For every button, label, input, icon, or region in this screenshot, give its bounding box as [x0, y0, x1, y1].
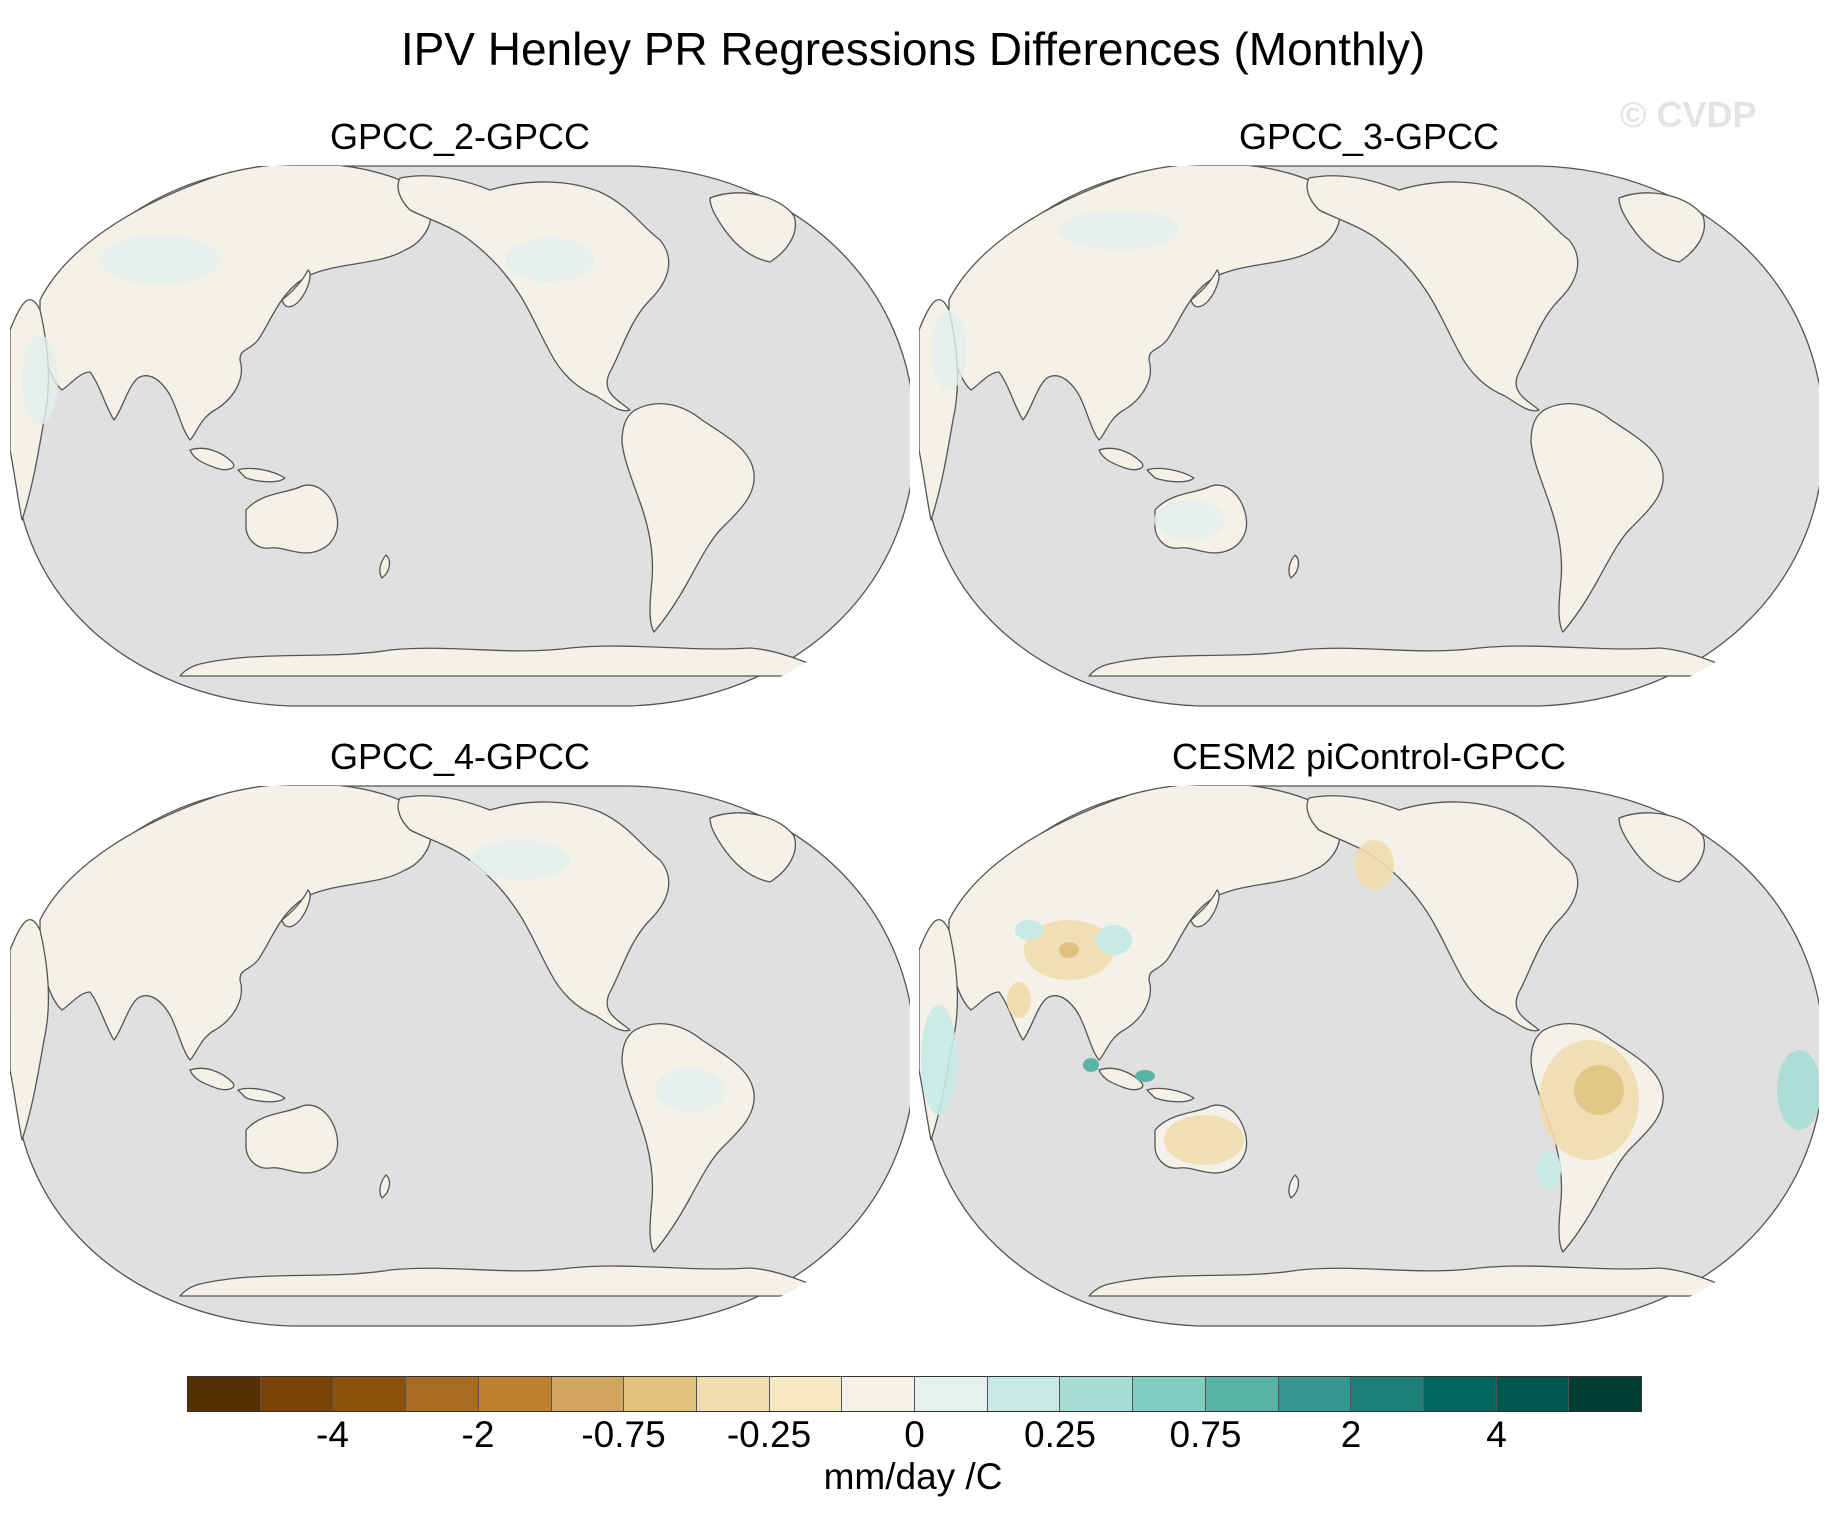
colorbar-swatch: [478, 1377, 552, 1411]
colorbar: [187, 1376, 1642, 1412]
colorbar-swatch: [260, 1377, 334, 1411]
colorbar-tick-label: -4: [316, 1414, 349, 1455]
colorbar-units: mm/day /C: [823, 1456, 1003, 1497]
colorbar-swatch: [1278, 1377, 1352, 1411]
colorbar-tick-label: 4: [1486, 1414, 1507, 1455]
panel-title-3: GPCC_4-GPCC: [329, 736, 591, 777]
map-panel-gpcc-3: [919, 165, 1819, 707]
colorbar-swatch: [333, 1377, 407, 1411]
watermark-text: © CVDP: [1620, 94, 1757, 135]
colorbar-swatch: [1133, 1377, 1206, 1411]
colorbar-swatch: [696, 1377, 770, 1411]
figure-title: IPV Henley PR Regressions Differences (M…: [400, 23, 1426, 75]
colorbar-tick-label: 2: [1340, 1414, 1362, 1455]
colorbar-swatch: [1423, 1377, 1497, 1411]
colorbar-swatch: [915, 1377, 988, 1411]
colorbar-tick-label: -0.75: [581, 1414, 666, 1455]
colorbar-swatch: [624, 1377, 697, 1411]
map-panel-cesm2-picontrol: [919, 785, 1819, 1327]
colorbar-swatch: [406, 1377, 479, 1411]
colorbar-tick-label: 0: [904, 1414, 925, 1455]
colorbar-swatch: [1205, 1377, 1279, 1411]
colorbar-swatch: [1060, 1377, 1134, 1411]
colorbar-tick-label: 0.25: [1023, 1414, 1097, 1455]
colorbar-swatch: [1569, 1377, 1642, 1411]
colorbar-tick-label: -2: [461, 1414, 495, 1455]
colorbar-swatch: [987, 1377, 1061, 1411]
colorbar-tick-label: 0.75: [1169, 1414, 1242, 1455]
panel-title-4: CESM2 piControl-GPCC: [1171, 736, 1567, 777]
panel-title-1: GPCC_2-GPCC: [329, 116, 591, 157]
colorbar-swatch: [842, 1377, 916, 1411]
map-panel-gpcc-2: [10, 165, 910, 707]
colorbar-swatch: [1351, 1377, 1424, 1411]
colorbar-swatch: [188, 1377, 261, 1411]
colorbar-tick-label: -0.25: [726, 1414, 812, 1455]
panel-title-2: GPCC_3-GPCC: [1238, 116, 1500, 157]
colorbar-swatch: [551, 1377, 625, 1411]
map-panel-gpcc-4: [10, 785, 910, 1327]
colorbar-swatch: [769, 1377, 843, 1411]
colorbar-swatch: [1496, 1377, 1570, 1411]
